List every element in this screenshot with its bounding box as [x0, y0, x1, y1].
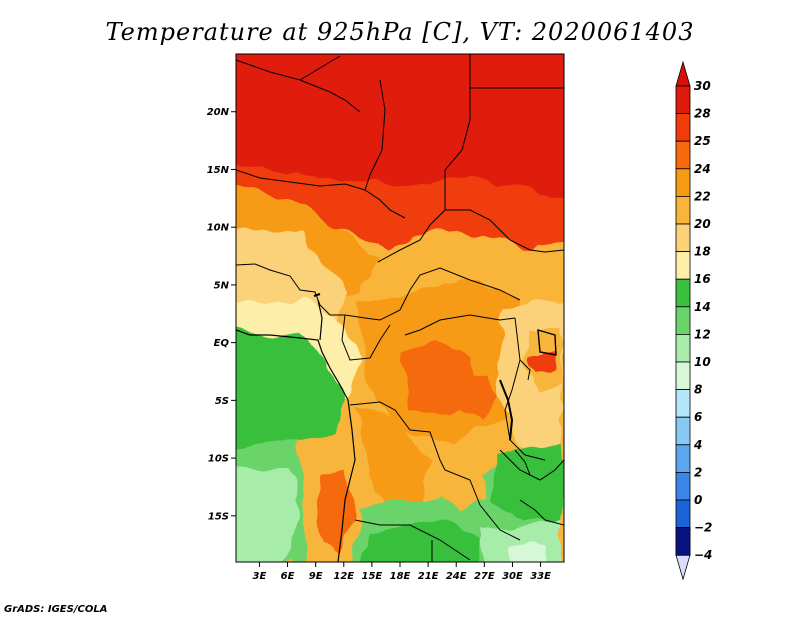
colorbar-label: 28	[694, 107, 711, 121]
colorbar-label: 12	[694, 327, 711, 341]
colorbar-label: −4	[694, 548, 712, 562]
colorbar-swatch	[675, 195, 691, 225]
map-title: Temperature at 925hPa [C], VT: 202006140…	[105, 18, 695, 46]
lon-tick-label: 18E	[390, 571, 411, 582]
colorbar-swatch	[675, 306, 691, 335]
colorbar-swatch	[675, 140, 691, 170]
lon-tick-label: 30E	[502, 571, 523, 582]
latitude-axis: 20N 15N 10N 5N EQ 5S 10S 15S	[207, 107, 236, 522]
colorbar-label: 18	[694, 245, 711, 259]
lon-tick-label: 6E	[281, 571, 295, 582]
lat-tick-label: 10S	[208, 454, 229, 465]
colorbar-swatch	[675, 389, 691, 418]
colorbar-label: 16	[694, 272, 711, 286]
longitude-axis: 3E 6E 9E 12E 15E 18E 21E 24E 27E 30E 33E	[253, 562, 551, 582]
colorbar-swatch	[675, 527, 691, 556]
colorbar-label: 25	[694, 134, 711, 148]
colorbar-label: 6	[694, 410, 702, 424]
colorbar-swatch	[675, 85, 691, 115]
lat-tick-label: 5S	[215, 396, 229, 407]
colorbar-swatch	[675, 361, 691, 391]
country-borders	[236, 54, 564, 562]
colorbar-label: 4	[693, 438, 702, 452]
colorbar-bottom-arrow	[675, 554, 691, 581]
colorbar-swatch	[675, 471, 691, 501]
colorbar-label: 2	[694, 465, 702, 479]
colorbar-swatch	[675, 444, 691, 473]
lon-tick-label: 24E	[446, 571, 467, 582]
colorbar-label: 30	[694, 79, 711, 93]
lat-tick-label: 20N	[207, 107, 230, 118]
colorbar-swatch	[675, 223, 691, 253]
lat-tick-label: 10N	[207, 223, 230, 234]
colorbar-swatch	[675, 168, 691, 197]
colorbar-label: 24	[694, 162, 711, 176]
temperature-field	[236, 54, 564, 562]
colorbar-swatch	[675, 416, 691, 446]
lon-tick-label: 3E	[253, 571, 267, 582]
colorbar-label: 0	[694, 493, 702, 507]
colorbar-label: 20	[694, 217, 711, 231]
colorbar-swatch	[675, 333, 691, 363]
lon-tick-label: 27E	[474, 571, 495, 582]
colorbar-label: 10	[694, 355, 711, 369]
lon-tick-label: 15E	[362, 571, 383, 582]
colorbar-label: 8	[694, 383, 702, 397]
lon-tick-label: 21E	[418, 571, 439, 582]
colorbar-label: 22	[694, 189, 711, 203]
colorbar-label: 14	[694, 300, 711, 314]
colorbar-top-arrow	[675, 60, 691, 87]
lat-tick-label: 15S	[208, 511, 229, 522]
colorbar-swatch	[675, 278, 691, 308]
lat-tick-label: 5N	[214, 280, 230, 291]
lon-tick-label: 12E	[333, 571, 354, 582]
colorbar-swatch	[675, 251, 691, 280]
colorbar-swatch	[675, 113, 691, 142]
lat-tick-label: 15N	[207, 165, 230, 176]
lat-tick-label: EQ	[214, 338, 230, 349]
lon-tick-label: 33E	[530, 571, 551, 582]
colorbar-label: −2	[694, 521, 712, 535]
lon-tick-label: 9E	[309, 571, 323, 582]
grads-credit: GrADS: IGES/COLA	[4, 604, 108, 615]
colorbar-swatch	[675, 499, 691, 529]
